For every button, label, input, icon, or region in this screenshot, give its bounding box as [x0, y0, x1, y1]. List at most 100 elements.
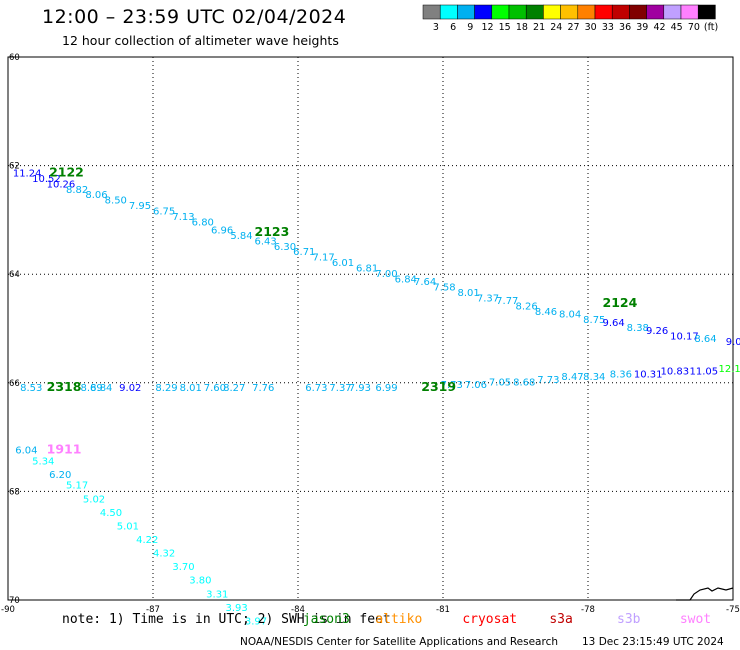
satellite-legend-swot: swot — [679, 612, 712, 627]
color-swatch — [577, 4, 596, 20]
satellite-legend-altiko: altiko — [375, 612, 423, 627]
color-scale-label: 36 — [619, 22, 631, 33]
longitude-tick-label: -87 — [146, 605, 160, 615]
wave-height-value: 6.73 — [305, 383, 327, 394]
wave-height-value: 7.77 — [496, 296, 518, 307]
map-frame — [7, 56, 734, 601]
wave-height-value: 7.64 — [414, 277, 436, 288]
wave-height-value: 5.02 — [83, 494, 105, 505]
color-scale-label: 12 — [481, 22, 493, 33]
longitude-tick-label: -78 — [581, 605, 595, 615]
color-swatch — [508, 4, 527, 20]
wave-height-value: 3.70 — [172, 562, 194, 573]
wave-height-value: 9.26 — [646, 326, 668, 337]
wave-height-value: 6.01 — [332, 258, 354, 269]
wave-height-value: 6.81 — [356, 263, 378, 274]
credit-text: NOAA/NESDIS Center for Satellite Applica… — [240, 636, 558, 648]
wave-height-value: 7.58 — [433, 282, 455, 293]
pass-time-label: 2122 — [49, 164, 84, 179]
color-scale-label: 27 — [567, 22, 579, 33]
color-scale-label: (ft) — [704, 22, 718, 33]
wave-height-value: 8.47 — [561, 372, 583, 383]
wave-height-value: 8.01 — [458, 288, 480, 299]
wave-height-value: 8.84 — [90, 383, 112, 394]
wave-height-value: 11.05 — [690, 367, 719, 378]
wave-height-value: 5.84 — [230, 231, 252, 242]
wave-height-value: 6.43 — [255, 236, 277, 247]
color-scale-label: 6 — [450, 22, 456, 33]
color-scale-label: 30 — [585, 22, 597, 33]
wave-height-value: 8.27 — [223, 383, 245, 394]
latitude-tick-label: 68 — [9, 487, 20, 497]
wave-height-value: 8.64 — [694, 334, 716, 345]
wave-height-value: 8.29 — [155, 383, 177, 394]
wave-height-value: 8.69 — [81, 383, 103, 394]
color-swatch — [474, 4, 493, 20]
wave-height-value: 7.60 — [204, 383, 226, 394]
satellite-legend-jason3: jason3 — [302, 612, 350, 627]
wave-height-value: 8.01 — [180, 383, 202, 394]
coastline-segment — [676, 587, 734, 601]
color-scale-label: 45 — [671, 22, 683, 33]
wave-height-value: 6.71 — [293, 247, 315, 258]
color-scale-label: 24 — [550, 22, 562, 33]
color-swatch — [646, 4, 665, 20]
wave-height-value: 10.26 — [47, 179, 76, 190]
wave-height-value: 5.34 — [32, 456, 54, 467]
wave-height-value: 8.75 — [583, 315, 605, 326]
axis-tick-labels: -90 -87 -84 -81 -78 -75 60 62 64 66 68 70 — [1, 53, 740, 615]
wave-height-value: 3.93 — [226, 603, 248, 614]
color-scale-label: 21 — [533, 22, 545, 33]
color-swatch — [457, 4, 475, 20]
wave-height-value: 8.38 — [627, 323, 649, 334]
color-swatch — [629, 4, 647, 20]
wave-height-value: 8.06 — [85, 190, 107, 201]
color-swatch — [422, 4, 441, 20]
wave-height-value: 7.13 — [172, 212, 194, 223]
wave-height-value: 3.80 — [189, 576, 211, 587]
wave-height-value: 7.73 — [537, 375, 559, 386]
wave-height-value: 12.15 — [719, 364, 740, 375]
wave-height-value: 4.50 — [100, 508, 122, 519]
color-scale-label: 33 — [602, 22, 614, 33]
wave-height-value: 8.36 — [610, 369, 632, 380]
wave-height-value: 8.68 — [513, 378, 535, 389]
wave-height-value: 8.26 — [516, 301, 538, 312]
color-scale-label: 15 — [499, 22, 511, 33]
generation-timestamp: 13 Dec 23:15:49 UTC 2024 — [582, 636, 724, 648]
wave-height-value: 6.99 — [375, 383, 397, 394]
wave-height-value: 6.04 — [15, 445, 37, 456]
latitude-tick-label: 62 — [9, 162, 20, 172]
satellite-legend-s3a: s3a — [549, 612, 573, 627]
wave-height-value: 3.97 — [245, 616, 267, 627]
color-swatch — [611, 4, 630, 20]
wave-height-value: 8.82 — [66, 185, 88, 196]
wave-height-value: 7.17 — [313, 253, 335, 264]
coastline — [676, 587, 734, 601]
wave-height-value: 5.17 — [66, 481, 88, 492]
units-note: note: 1) Time is in UTC; 2) SWH is in fe… — [62, 612, 391, 627]
wave-height-value: 6.84 — [395, 274, 417, 285]
wave-height-value: 6.20 — [49, 470, 71, 481]
latitude-tick-label: 70 — [9, 596, 20, 606]
color-swatch — [439, 4, 458, 20]
wave-height-value: 7.93 — [349, 383, 371, 394]
color-swatch — [680, 4, 699, 20]
wave-height-value: 7.76 — [252, 383, 274, 394]
longitude-tick-label: -90 — [1, 605, 15, 615]
color-swatch — [525, 4, 544, 20]
pass-time-label: 2124 — [603, 295, 638, 310]
color-scale-label: 42 — [653, 22, 665, 33]
pass-time-label: 2318 — [47, 379, 82, 394]
wave-height-value: 7.95 — [129, 201, 151, 212]
wave-height-value: 10.83 — [661, 367, 690, 378]
color-swatch — [543, 4, 561, 20]
color-scale-label: 9 — [467, 22, 473, 33]
longitude-tick-label: -84 — [291, 605, 305, 615]
wave-height-value: 8.50 — [105, 196, 127, 207]
wave-height-value: 8.46 — [535, 307, 557, 318]
wave-height-value: 10.17 — [670, 331, 699, 342]
wave-height-value: 6.96 — [211, 225, 233, 236]
wave-height-value: 8.04 — [559, 310, 581, 321]
